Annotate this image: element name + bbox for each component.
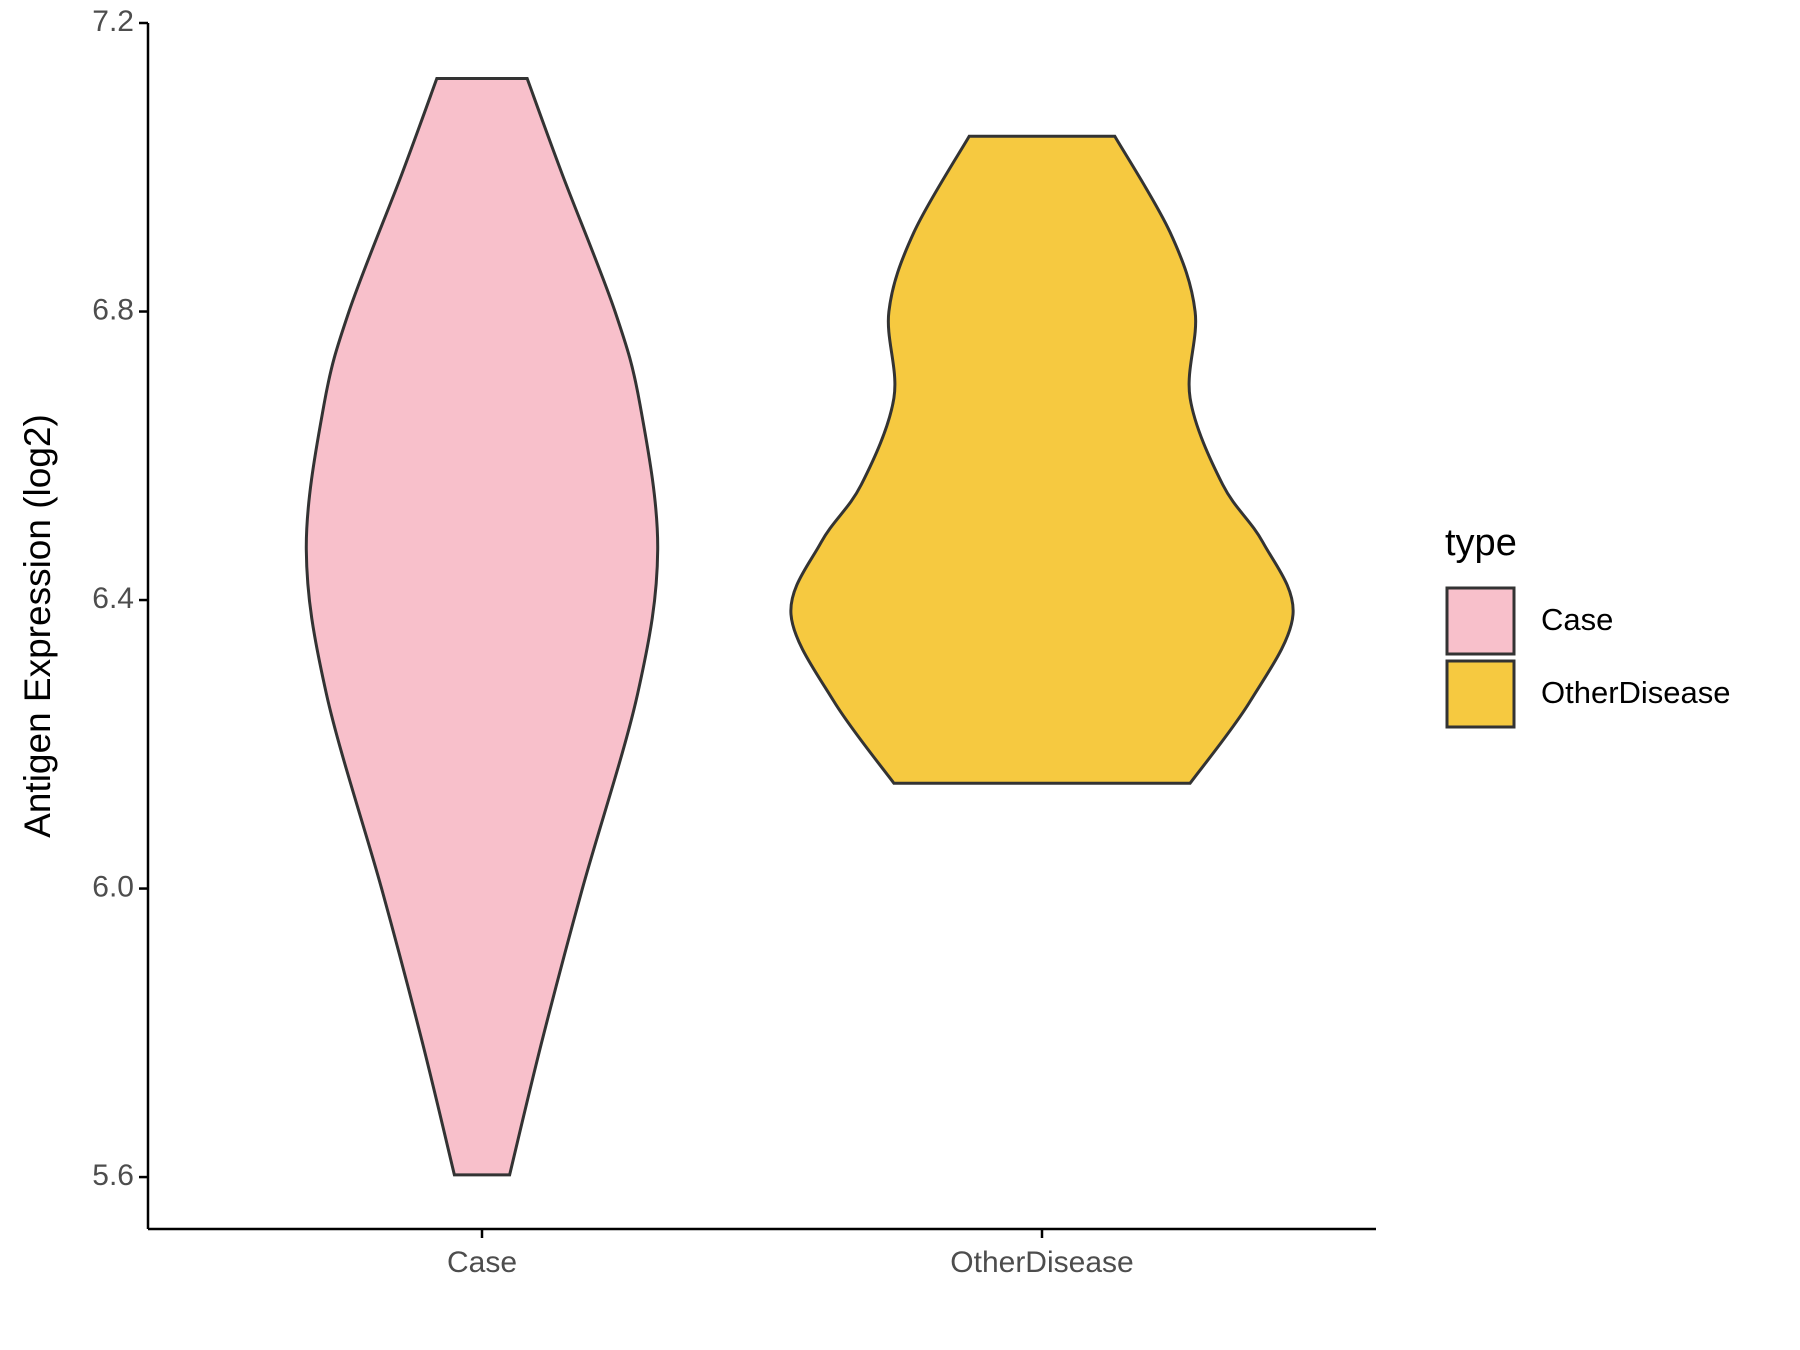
legend-title: type	[1445, 522, 1517, 564]
legend-key	[1445, 586, 1516, 656]
y-tick-label: 6.0	[92, 870, 134, 903]
y-axis-title: Antigen Expression (log2)	[17, 414, 58, 838]
x-tick-label: OtherDisease	[950, 1246, 1133, 1279]
legend-label: Case	[1541, 602, 1613, 637]
legend-label: OtherDisease	[1541, 675, 1731, 710]
x-tick-label: Case	[447, 1246, 517, 1279]
y-tick-label: 5.6	[92, 1159, 134, 1192]
y-tick-label: 6.8	[92, 293, 134, 326]
legend-key	[1445, 659, 1516, 729]
violin	[304, 77, 660, 1177]
y-tick-label: 6.4	[92, 582, 134, 615]
violin	[789, 134, 1295, 785]
y-tick-label: 7.2	[92, 5, 134, 38]
